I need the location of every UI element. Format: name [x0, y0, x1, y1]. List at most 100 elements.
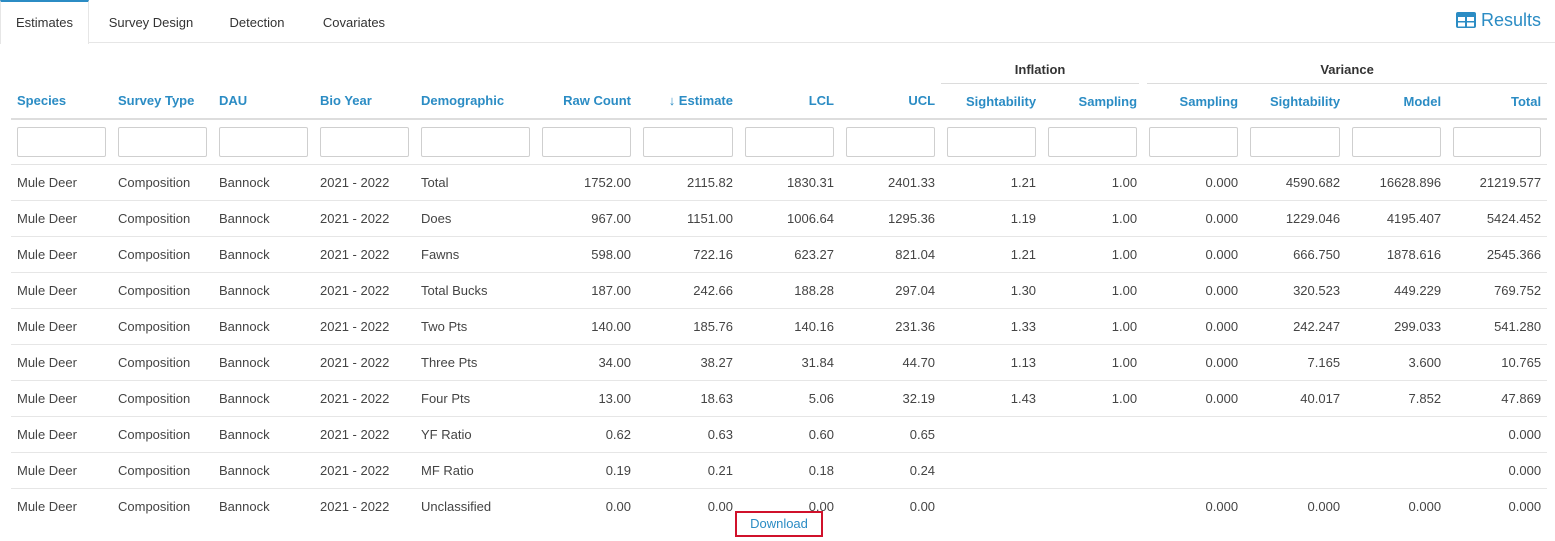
table-cell: 2021 - 2022: [314, 164, 415, 201]
table-cell: [1143, 452, 1245, 489]
table-cell: 0.000: [1143, 200, 1245, 237]
table-cell: Does: [415, 200, 536, 237]
table-cell: [1143, 416, 1245, 453]
column-header[interactable]: Sampling: [1042, 83, 1144, 120]
table-cell: [941, 416, 1043, 453]
table-cell: Composition: [118, 499, 191, 514]
table-cell: 10.765: [1447, 344, 1548, 381]
table-cell: 0.000: [1307, 499, 1341, 514]
table-cell: 1.33: [941, 308, 1043, 345]
table-cell: 185.76: [637, 308, 739, 345]
column-header[interactable]: Raw Count: [536, 83, 637, 120]
table-cell: 34.00: [536, 344, 637, 381]
table-cell: 2021 - 2022: [314, 380, 415, 417]
table-cell: 1.00: [1042, 344, 1144, 381]
column-header[interactable]: Demographic: [415, 83, 536, 120]
column-filter-input[interactable]: [1250, 127, 1341, 157]
table-cell: 299.033: [1346, 308, 1448, 345]
table-cell: 0.000: [1143, 308, 1245, 345]
download-button[interactable]: Download: [735, 511, 823, 537]
table-cell: [941, 452, 1043, 489]
column-filter-input[interactable]: [846, 127, 936, 157]
table-cell: 2115.82: [637, 164, 739, 201]
table-cell: 5424.452: [1447, 200, 1548, 237]
table-cell: Two Pts: [415, 308, 536, 345]
column-filter-input[interactable]: [745, 127, 834, 157]
table-cell: Composition: [112, 308, 213, 345]
table-cell: Four Pts: [415, 380, 536, 417]
column-filter-input[interactable]: [219, 127, 308, 157]
tab-covariates[interactable]: Covariates: [322, 15, 386, 30]
table-cell: 13.00: [536, 380, 637, 417]
table-cell: YF Ratio: [415, 416, 536, 453]
table-cell: 1.13: [941, 344, 1043, 381]
table-cell: 1006.64: [739, 200, 840, 237]
column-header[interactable]: DAU: [213, 83, 314, 120]
column-filter-input[interactable]: [1453, 127, 1542, 157]
table-cell: 1752.00: [536, 164, 637, 201]
table-cell: Mule Deer: [11, 164, 112, 201]
table-row: Mule Deer Composition Bannock 2021 - 2022 Fo…: [11, 380, 1548, 417]
column-filter-input[interactable]: [542, 127, 631, 157]
column-filter-input[interactable]: [1048, 127, 1138, 157]
column-filter-input[interactable]: [421, 127, 530, 157]
column-header[interactable]: Bio Year: [314, 83, 415, 120]
table-cell: 7.165: [1244, 344, 1347, 381]
table-cell: 1.00: [1042, 272, 1144, 309]
table-cell: Mule Deer: [11, 236, 112, 273]
tab-survey-design[interactable]: Survey Design: [108, 15, 194, 30]
column-header[interactable]: ↓ Estimate: [637, 83, 739, 120]
column-filter-input[interactable]: [1149, 127, 1239, 157]
column-header[interactable]: Total: [1447, 83, 1548, 120]
table-cell: 188.28: [739, 272, 840, 309]
table-row: Mule Deer Composition Bannock 2021 - 2022 Do…: [11, 200, 1548, 237]
table-cell: 0.60: [739, 416, 840, 453]
column-filter-input[interactable]: [947, 127, 1037, 157]
table-cell: Mule Deer: [11, 344, 112, 381]
table-cell: 0.000: [1408, 499, 1442, 514]
column-header[interactable]: Model: [1346, 83, 1448, 120]
column-header[interactable]: Sightability: [1244, 83, 1347, 120]
table-cell: 0.19: [536, 452, 637, 489]
column-header[interactable]: LCL: [739, 83, 840, 120]
table-cell: 3.600: [1346, 344, 1448, 381]
table-cell: Bannock: [213, 380, 314, 417]
tab-estimates[interactable]: Estimates: [0, 0, 89, 44]
column-filter-input[interactable]: [118, 127, 207, 157]
table-row: Mule Deer Composition Bannock 2021 - 2022 Un…: [11, 489, 1547, 525]
table-cell: 1.21: [941, 164, 1043, 201]
tab-detection[interactable]: Detection: [229, 15, 285, 30]
table-cell: 0.000: [1143, 344, 1245, 381]
table-cell: 40.017: [1244, 380, 1347, 417]
table-cell: Bannock: [213, 272, 314, 309]
table-cell: Bannock: [213, 236, 314, 273]
table-cell: [1042, 416, 1144, 453]
table-cell: 320.523: [1244, 272, 1347, 309]
table-cell: Unclassified: [421, 499, 492, 514]
table-cell: 0.24: [840, 452, 942, 489]
table-cell: 1.30: [941, 272, 1043, 309]
table-row: Mule Deer Composition Bannock 2021 - 2022 Fa…: [11, 236, 1548, 273]
column-header[interactable]: Sightability: [941, 83, 1043, 120]
table-cell: Composition: [112, 236, 213, 273]
column-filter-input[interactable]: [320, 127, 409, 157]
table-cell: 541.280: [1447, 308, 1548, 345]
table-cell: 31.84: [739, 344, 840, 381]
table-cell: 2021 - 2022: [314, 452, 415, 489]
column-filter-input[interactable]: [17, 127, 106, 157]
table-cell: Bannock: [213, 452, 314, 489]
column-header[interactable]: Species: [11, 83, 112, 120]
table-cell: Total Bucks: [415, 272, 536, 309]
column-filter-input[interactable]: [643, 127, 733, 157]
column-filter-input[interactable]: [1352, 127, 1442, 157]
table-cell: 1.19: [941, 200, 1043, 237]
table-cell: Mule Deer: [11, 272, 112, 309]
column-header[interactable]: Sampling: [1143, 83, 1245, 120]
table-cell: 4590.682: [1244, 164, 1347, 201]
table-cell: Bannock: [213, 416, 314, 453]
table-cell: 0.65: [840, 416, 942, 453]
table-cell: 821.04: [840, 236, 942, 273]
column-header[interactable]: UCL: [840, 83, 942, 120]
column-header[interactable]: Survey Type: [112, 83, 213, 120]
table-cell: 1.21: [941, 236, 1043, 273]
